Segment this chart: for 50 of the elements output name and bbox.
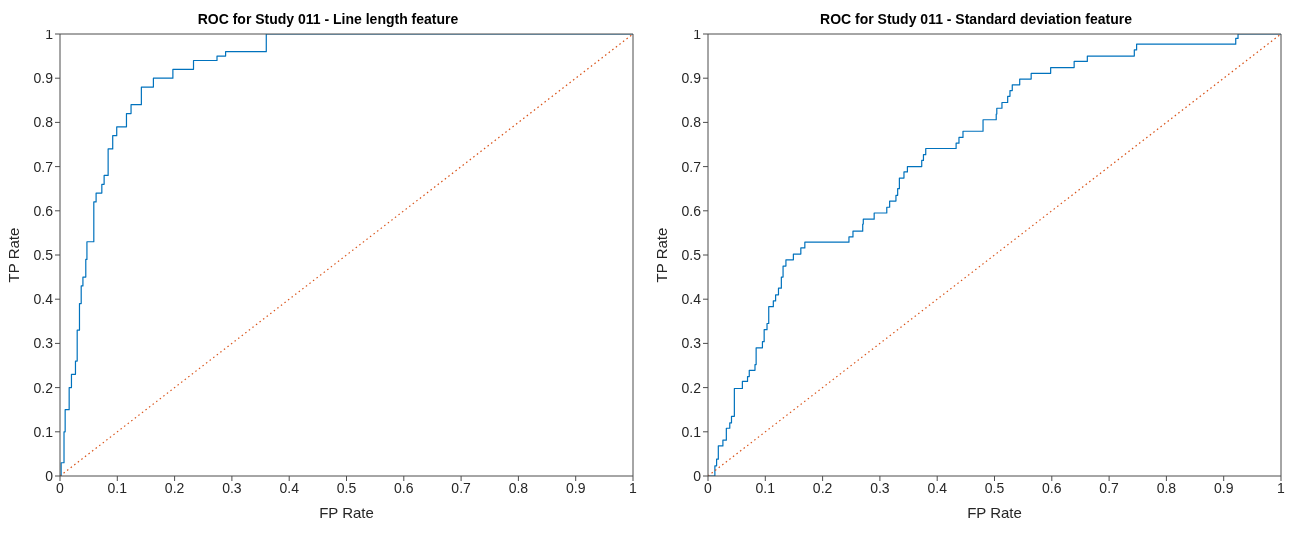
y-tick-label: 0.9: [33, 70, 54, 87]
y-tick-label: 0.8: [681, 114, 702, 131]
x-tick-label: 0.1: [107, 479, 128, 496]
x-tick-label: 0.5: [336, 479, 357, 496]
x-tick-label: 0.4: [279, 479, 300, 496]
y-tick-label: 0.3: [33, 335, 54, 352]
x-tick-label: 0: [56, 479, 65, 496]
x-tick-label: 0.3: [870, 479, 890, 496]
y-tick-label: 0: [45, 467, 54, 484]
y-tick-label: 0.2: [681, 379, 702, 396]
y-axis-title: TP Rate: [5, 227, 23, 283]
x-tick-label: 0.9: [1213, 479, 1234, 496]
y-tick-label: 0.2: [33, 379, 54, 396]
x-tick-label: 0.8: [1156, 479, 1177, 496]
y-tick-label: 0.5: [681, 246, 702, 263]
x-tick-label: 0.7: [1099, 479, 1120, 496]
x-tick-label: 0.4: [927, 479, 948, 496]
x-tick-label: 0.8: [508, 479, 529, 496]
y-tick-label: 0.1: [33, 423, 54, 440]
y-tick-label: 0: [693, 467, 702, 484]
y-tick-label: 0.7: [681, 158, 702, 175]
x-tick-label: 0.5: [984, 479, 1005, 496]
y-tick-label: 1: [45, 25, 54, 42]
x-tick-label: 0.2: [164, 479, 185, 496]
y-tick-label: 0.8: [33, 114, 54, 131]
chart-title: ROC for Study 011 - Line length feature: [197, 11, 459, 27]
x-tick-label: 1: [1277, 479, 1286, 496]
x-axis-title: FP Rate: [967, 504, 1022, 521]
x-tick-label: 0.1: [755, 479, 776, 496]
x-tick-label: 0.2: [812, 479, 833, 496]
x-axis-title: FP Rate: [319, 504, 374, 521]
y-tick-label: 0.4: [681, 291, 702, 308]
x-tick-label: 0.9: [565, 479, 586, 496]
y-tick-label: 0.7: [33, 158, 54, 175]
y-tick-label: 0.1: [681, 423, 702, 440]
y-tick-label: 0.6: [33, 202, 54, 219]
y-axis-title: TP Rate: [653, 227, 671, 283]
x-tick-label: 0: [704, 479, 713, 496]
y-tick-label: 0.3: [681, 335, 702, 352]
y-tick-label: 0.9: [681, 70, 702, 87]
x-tick-label: 0.3: [222, 479, 242, 496]
chart-title: ROC for Study 011 - Standard deviation feature: [820, 11, 1132, 27]
y-tick-label: 1: [693, 25, 702, 42]
x-tick-label: 1: [629, 479, 638, 496]
y-tick-label: 0.4: [33, 291, 54, 308]
x-tick-label: 0.6: [1042, 479, 1062, 496]
y-tick-label: 0.5: [33, 246, 54, 263]
x-tick-label: 0.6: [394, 479, 414, 496]
y-tick-label: 0.6: [681, 202, 702, 219]
x-tick-label: 0.7: [451, 479, 472, 496]
